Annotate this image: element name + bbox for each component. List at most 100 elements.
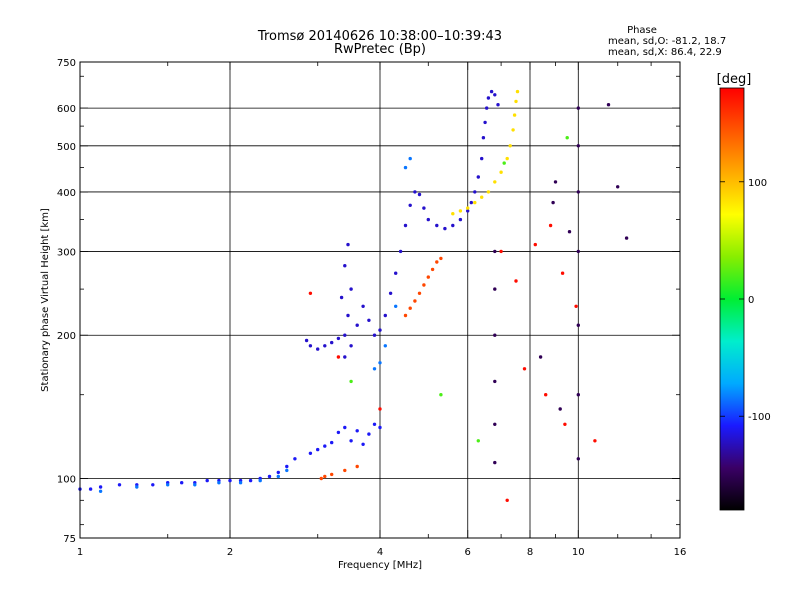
data-point xyxy=(308,344,313,348)
data-point xyxy=(378,407,382,411)
y-tick-label: 500 xyxy=(57,142,76,153)
data-point xyxy=(88,487,93,491)
data-point xyxy=(576,190,580,194)
data-point xyxy=(228,478,232,483)
colorbar-tick-label: -100 xyxy=(748,412,771,423)
chart-subtitle: RwPretec (Bp) xyxy=(334,42,426,57)
data-point xyxy=(343,425,347,430)
data-point xyxy=(323,444,327,448)
data-point xyxy=(430,267,435,272)
y-tick-label: 400 xyxy=(57,188,76,199)
data-point xyxy=(267,474,272,479)
data-point xyxy=(417,192,422,197)
data-point xyxy=(308,451,313,455)
data-point xyxy=(469,200,473,205)
data-point xyxy=(339,295,344,300)
data-point xyxy=(483,120,487,125)
data-point xyxy=(458,217,463,222)
data-point xyxy=(422,206,426,210)
data-point xyxy=(466,209,470,213)
data-point xyxy=(576,249,580,254)
data-point xyxy=(538,355,543,359)
grid-lines xyxy=(80,62,680,538)
data-point xyxy=(499,249,503,254)
data-point xyxy=(544,393,548,397)
x-tick-label: 16 xyxy=(674,547,687,558)
data-point xyxy=(346,242,350,247)
data-point xyxy=(508,144,512,148)
colorbar-tick-label: 100 xyxy=(748,178,767,189)
data-point xyxy=(258,478,262,483)
data-point xyxy=(576,106,580,110)
data-point xyxy=(486,190,491,194)
data-point xyxy=(458,209,463,213)
data-point xyxy=(466,206,470,210)
y-axis-label: Stationary phase Virtual Height [km] xyxy=(40,208,51,392)
data-point xyxy=(476,175,480,179)
data-point xyxy=(388,291,393,295)
data-point xyxy=(403,313,408,318)
data-point xyxy=(417,291,422,295)
data-point xyxy=(316,447,320,452)
data-point xyxy=(439,256,443,261)
data-point xyxy=(493,93,497,97)
data-point xyxy=(499,170,503,174)
data-point xyxy=(343,333,347,337)
data-point xyxy=(511,128,515,132)
data-point xyxy=(493,422,497,426)
data-point xyxy=(565,136,569,140)
data-point xyxy=(304,338,309,343)
colorbar-ticks: 100 0 -100 xyxy=(720,178,771,423)
data-point xyxy=(567,230,572,234)
data-point xyxy=(316,347,320,351)
data-point xyxy=(553,180,558,184)
data-point xyxy=(574,304,578,308)
data-point xyxy=(502,161,506,165)
data-point xyxy=(576,393,580,397)
data-point xyxy=(408,306,412,310)
data-point xyxy=(563,422,567,426)
data-point xyxy=(276,470,280,475)
data-point xyxy=(480,195,484,199)
data-point xyxy=(330,440,334,445)
data-point xyxy=(616,185,620,189)
x-tick-label: 4 xyxy=(377,547,383,558)
data-point xyxy=(378,425,382,430)
data-point xyxy=(514,99,518,104)
data-point xyxy=(486,96,491,100)
data-point xyxy=(343,264,347,268)
data-point xyxy=(217,481,221,485)
data-point xyxy=(398,249,403,254)
data-point xyxy=(558,407,562,411)
y-tick-label: 200 xyxy=(57,331,76,342)
data-point xyxy=(606,103,611,107)
data-point xyxy=(413,190,417,194)
data-point xyxy=(473,190,477,194)
y-tick-label: 300 xyxy=(57,247,76,258)
data-point xyxy=(408,203,412,207)
data-point xyxy=(285,464,289,469)
data-point xyxy=(276,474,280,479)
data-point xyxy=(372,422,377,426)
y-tick-label: 75 xyxy=(63,534,76,545)
data-point xyxy=(493,379,497,384)
data-point xyxy=(330,340,334,345)
data-point xyxy=(349,439,353,443)
data-point xyxy=(205,478,209,483)
data-point xyxy=(593,439,597,443)
data-point xyxy=(505,156,509,161)
data-point xyxy=(439,393,443,397)
data-point xyxy=(367,432,371,436)
x-tick-label: 10 xyxy=(572,547,585,558)
data-point xyxy=(346,313,350,318)
data-point xyxy=(367,318,371,322)
data-point xyxy=(238,481,243,485)
data-point xyxy=(551,200,555,205)
data-point xyxy=(485,106,489,110)
data-point xyxy=(372,367,377,371)
x-tick-label: 6 xyxy=(465,547,471,558)
data-point xyxy=(493,333,497,337)
chart-title: Tromsø 20140626 10:38:00–10:39:43 xyxy=(257,29,502,44)
